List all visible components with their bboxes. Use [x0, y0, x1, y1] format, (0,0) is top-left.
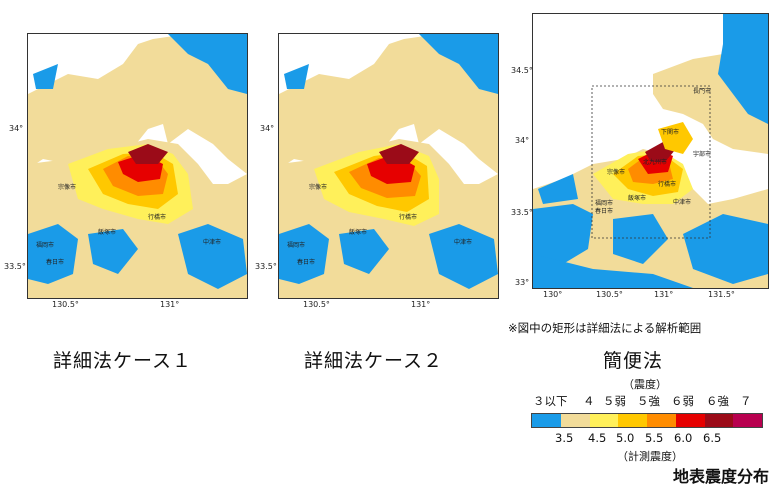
- legend-value: 4.5: [588, 431, 607, 445]
- map-case1: 宗像市 福岡市 春日市 飯塚市 中津市 行橋市: [27, 33, 248, 299]
- analysis-area-rectangle: [591, 85, 711, 239]
- legend-label: ３以下: [533, 394, 568, 408]
- legend-title-intensity: （震度）: [623, 378, 667, 391]
- map-case2: 宗像市 福岡市 春日市 飯塚市 中津市 行橋市: [278, 33, 499, 299]
- lon-tick: 130.5°: [596, 290, 623, 299]
- lon-tick: 130.5°: [303, 300, 330, 309]
- lat-tick: 33°: [515, 278, 530, 287]
- city-label: 飯塚市: [628, 194, 646, 202]
- lat-tick: 34°: [515, 136, 530, 145]
- city-label: 北九州市: [643, 158, 667, 166]
- figure-title: 地表震度分布: [672, 467, 769, 486]
- city-label: 春日市: [595, 207, 613, 215]
- city-label: 飯塚市: [98, 228, 116, 236]
- lat-tick: 34°: [9, 124, 24, 133]
- lon-tick: 131°: [160, 300, 180, 309]
- lon-tick: 130°: [543, 290, 563, 299]
- city-label: 宇部市: [693, 150, 711, 158]
- intensity-colorbar: [531, 413, 763, 428]
- legend-label: ６弱: [671, 394, 694, 408]
- map-simple: 長門市 下関市 宇部市 宗像市 北九州市 福岡市 飯塚市 春日市 行橋市 中津市: [532, 13, 769, 289]
- legend-label: ５弱: [603, 394, 626, 408]
- lat-tick: 33.5°: [255, 262, 277, 271]
- city-label: 春日市: [297, 258, 315, 266]
- legend-value: 5.5: [645, 431, 664, 445]
- lat-tick: 33.5°: [511, 208, 533, 217]
- map-simple-canvas: 長門市 下関市 宇部市 宗像市 北九州市 福岡市 飯塚市 春日市 行橋市 中津市: [533, 14, 768, 288]
- city-label: 下関市: [661, 128, 679, 136]
- colorbar-segment: [675, 414, 705, 427]
- colorbar-segment: [560, 414, 590, 427]
- colorbar-segment: [704, 414, 734, 427]
- city-label: 中津市: [673, 198, 691, 206]
- city-label: 福岡市: [36, 241, 54, 249]
- city-label: 福岡市: [287, 241, 305, 249]
- map-case1-caption: 詳細法ケース１: [53, 350, 193, 372]
- colorbar-segment: [589, 414, 619, 427]
- city-label: 飯塚市: [349, 228, 367, 236]
- legend-label: ５強: [637, 394, 660, 408]
- map-simple-caption: 簡便法: [603, 350, 664, 372]
- lat-tick: 34.5°: [511, 66, 533, 75]
- legend-value: 6.5: [703, 431, 722, 445]
- city-label: 春日市: [46, 258, 64, 266]
- lon-tick: 130.5°: [52, 300, 79, 309]
- city-label: 長門市: [693, 87, 711, 95]
- legend-value: 3.5: [555, 431, 574, 445]
- analysis-area-note: ※図中の矩形は詳細法による解析範囲: [508, 321, 702, 335]
- legend-value: 6.0: [674, 431, 693, 445]
- colorbar-segment: [647, 414, 676, 427]
- lat-tick: 34°: [260, 124, 275, 133]
- map-case1-canvas: 宗像市 福岡市 春日市 飯塚市 中津市 行橋市: [28, 34, 247, 298]
- lon-tick: 131°: [411, 300, 431, 309]
- legend-label: ７: [740, 394, 752, 408]
- colorbar-segment: [618, 414, 647, 427]
- city-label: 福岡市: [595, 199, 613, 207]
- legend-label: ４: [583, 394, 595, 408]
- city-label: 中津市: [454, 238, 472, 246]
- map-case2-canvas: 宗像市 福岡市 春日市 飯塚市 中津市 行橋市: [279, 34, 498, 298]
- lat-tick: 33.5°: [4, 262, 26, 271]
- map-case2-caption: 詳細法ケース２: [304, 350, 444, 372]
- city-label: 宗像市: [58, 183, 76, 191]
- lon-tick: 131.5°: [708, 290, 735, 299]
- city-label: 中津市: [203, 238, 221, 246]
- city-label: 行橋市: [148, 213, 166, 221]
- city-label: 宗像市: [607, 168, 625, 176]
- colorbar-segment: [532, 414, 561, 427]
- legend-value: 5.0: [616, 431, 635, 445]
- legend-label: ６強: [706, 394, 729, 408]
- city-label: 宗像市: [309, 183, 327, 191]
- colorbar-segment: [733, 414, 762, 427]
- lon-tick: 131°: [654, 290, 674, 299]
- city-label: 行橋市: [658, 180, 676, 188]
- city-label: 行橋市: [399, 213, 417, 221]
- legend-title-measured: （計測震度）: [617, 450, 683, 463]
